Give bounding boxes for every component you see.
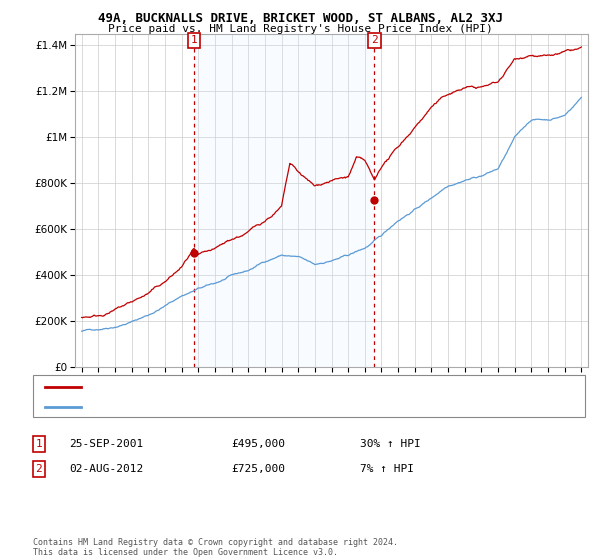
- Text: 1: 1: [35, 439, 43, 449]
- Text: 49A, BUCKNALLS DRIVE, BRICKET WOOD, ST ALBANS, AL2 3XJ: 49A, BUCKNALLS DRIVE, BRICKET WOOD, ST A…: [97, 12, 503, 25]
- Text: 7% ↑ HPI: 7% ↑ HPI: [360, 464, 414, 474]
- Text: 02-AUG-2012: 02-AUG-2012: [69, 464, 143, 474]
- Text: 1: 1: [190, 35, 197, 45]
- Text: Contains HM Land Registry data © Crown copyright and database right 2024.
This d: Contains HM Land Registry data © Crown c…: [33, 538, 398, 557]
- Text: 2: 2: [371, 35, 378, 45]
- Text: 49A, BUCKNALLS DRIVE, BRICKET WOOD, ST ALBANS, AL2 3XJ (detached house): 49A, BUCKNALLS DRIVE, BRICKET WOOD, ST A…: [90, 382, 507, 392]
- Text: £725,000: £725,000: [231, 464, 285, 474]
- Text: 2: 2: [35, 464, 43, 474]
- Bar: [194, 34, 374, 367]
- Text: £495,000: £495,000: [231, 439, 285, 449]
- Text: Price paid vs. HM Land Registry's House Price Index (HPI): Price paid vs. HM Land Registry's House …: [107, 24, 493, 34]
- Text: 25-SEP-2001: 25-SEP-2001: [69, 439, 143, 449]
- Text: 30% ↑ HPI: 30% ↑ HPI: [360, 439, 421, 449]
- Text: HPI: Average price, detached house, St Albans: HPI: Average price, detached house, St A…: [90, 402, 355, 412]
